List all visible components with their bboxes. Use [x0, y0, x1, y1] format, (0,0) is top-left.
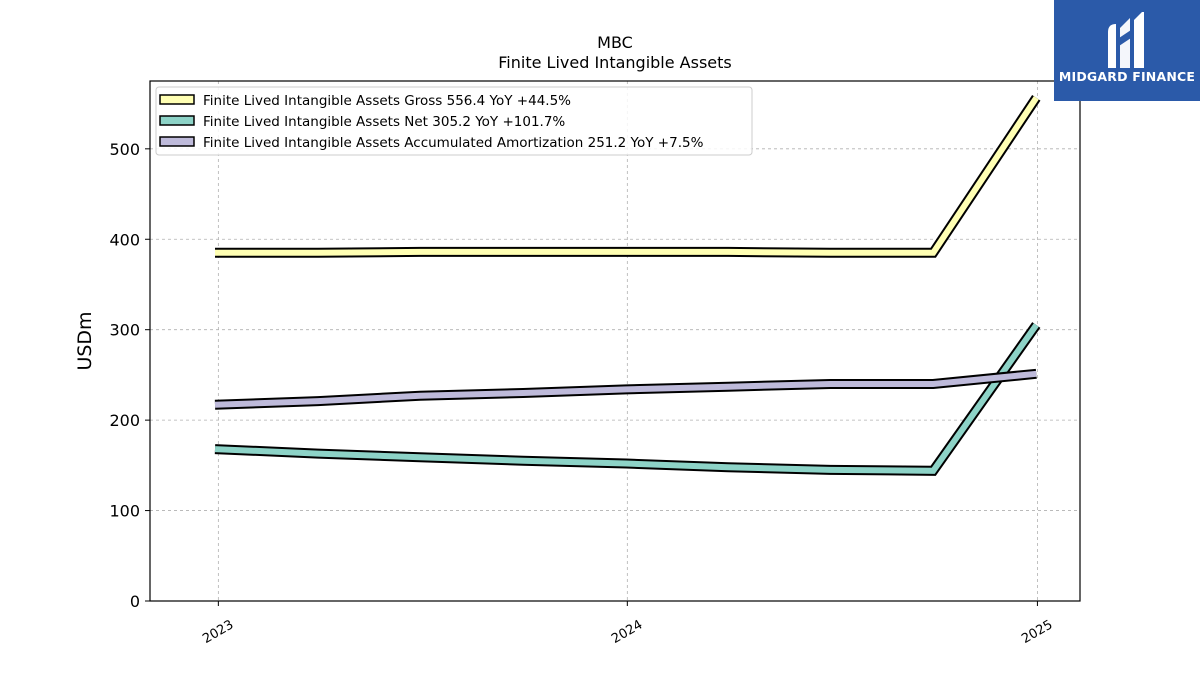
chart-title: MBC	[597, 33, 633, 52]
series-line-0	[215, 96, 1039, 256]
x-tick-label: 2023	[200, 617, 236, 647]
grid-layer	[150, 81, 1080, 601]
series-line-1	[214, 323, 1039, 474]
plot-frame	[149, 80, 1081, 602]
legend-swatch	[159, 136, 195, 147]
y-tick-label: 200	[109, 411, 140, 430]
series-layer	[214, 95, 1041, 476]
brand-logo: MIDGARD FINANCE	[1054, 0, 1200, 101]
x-tick-label: 2024	[609, 617, 645, 647]
legend-entry: Finite Lived Intangible Assets Gross 556…	[203, 93, 571, 109]
y-tick-label: 400	[109, 230, 140, 249]
legend-box	[155, 86, 753, 156]
legend: Finite Lived Intangible Assets Gross 556…	[155, 86, 753, 156]
brand-name: MIDGARD FINANCE	[1058, 69, 1196, 84]
legend-swatch	[159, 115, 195, 126]
legend-swatch	[159, 94, 195, 105]
series-line-2	[214, 370, 1037, 408]
y-tick-label: 0	[130, 592, 140, 611]
legend-entry: Finite Lived Intangible Assets Net 305.2…	[203, 114, 565, 130]
y-tick-label: 100	[109, 502, 140, 521]
brand-mark-icon	[1108, 12, 1144, 68]
chart-subtitle: Finite Lived Intangible Assets	[498, 53, 731, 72]
legend-entry: Finite Lived Intangible Assets Accumulat…	[203, 135, 704, 151]
y-tick-label: 300	[109, 321, 140, 340]
y-tick-label: 500	[109, 140, 140, 159]
y-axis-label: USDm	[74, 311, 96, 370]
x-tick-label: 2025	[1019, 617, 1055, 647]
